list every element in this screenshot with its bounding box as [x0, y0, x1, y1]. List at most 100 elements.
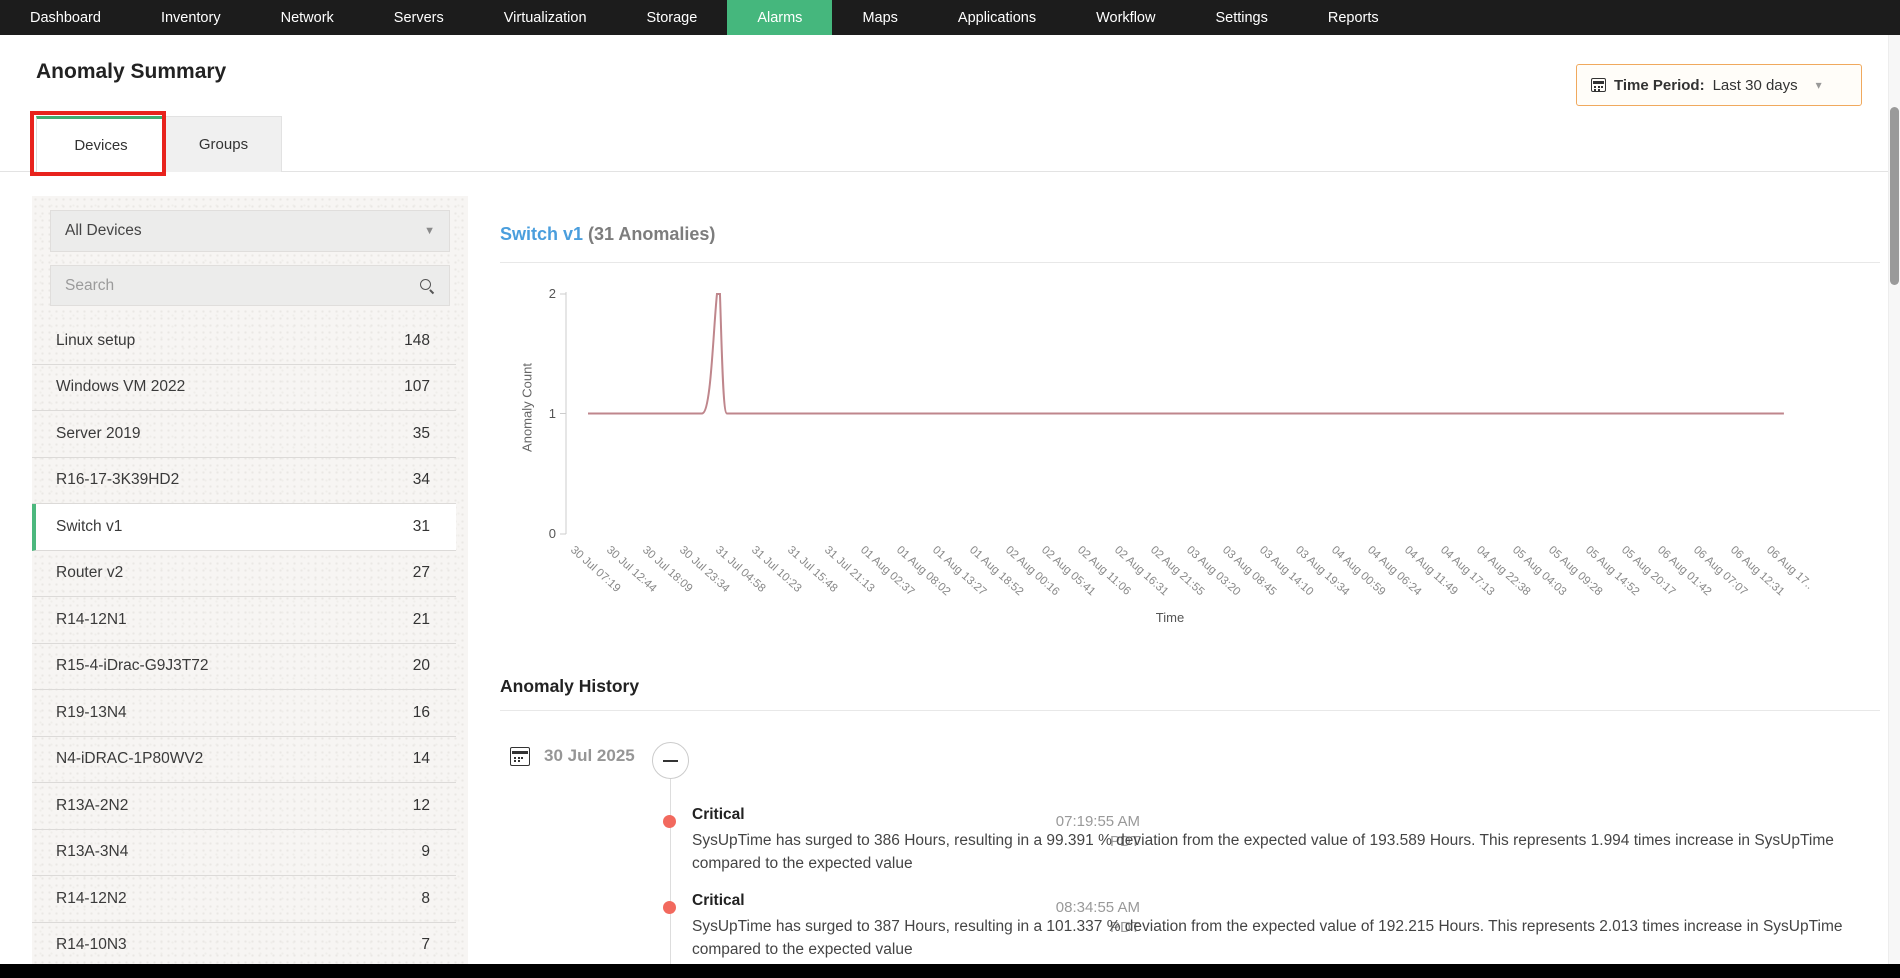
page-title: Anomaly Summary — [36, 60, 227, 83]
device-row[interactable]: R16-17-3K39HD2 34 — [32, 458, 456, 504]
y-tick-label: 1 — [548, 405, 556, 421]
device-name: Router v2 — [56, 564, 124, 582]
device-name: R13A-3N4 — [56, 843, 129, 861]
device-anomaly-count: 35 — [412, 424, 430, 442]
entry-body: Critical SysUpTime has surged to 387 Hour… — [692, 892, 1872, 961]
y-tick-label: 0 — [548, 526, 556, 541]
nav-item-alarms[interactable]: Alarms — [727, 0, 833, 35]
entry-severity: Critical — [692, 806, 745, 823]
device-row[interactable]: N4-iDRAC-1P80WV2 14 — [32, 737, 456, 783]
device-filter-value: All Devices — [65, 222, 142, 239]
device-name: R14-10N3 — [56, 936, 127, 954]
device-row[interactable]: R13A-3N4 9 — [32, 830, 456, 876]
calendar-icon — [1591, 78, 1606, 92]
chart-heading: Switch v1 (31 Anomalies) — [500, 224, 715, 245]
device-name: R14-12N2 — [56, 889, 127, 907]
device-anomaly-count: 12 — [412, 796, 430, 814]
device-name: N4-iDRAC-1P80WV2 — [56, 750, 204, 768]
page-scrollbar-thumb[interactable] — [1890, 107, 1899, 285]
entry-severity: Critical — [692, 892, 745, 909]
entry-time: 07:19:55 AM PDT — [1055, 813, 1140, 850]
device-list: Linux setup 148 Windows VM 2022 107 Server 2… — [32, 318, 456, 964]
tab-groups[interactable]: Groups — [166, 116, 282, 172]
nav-item-storage[interactable]: Storage — [646, 9, 698, 26]
device-row[interactable]: Server 2019 35 — [32, 411, 456, 458]
tab-devices[interactable]: Devices — [36, 116, 166, 172]
anomaly-count-line — [588, 293, 1784, 415]
calendar-icon — [510, 746, 530, 766]
bottom-black-bar — [0, 964, 1900, 978]
timeline-line — [670, 779, 671, 965]
nav-item-inventory[interactable]: Inventory — [160, 9, 221, 26]
device-name: Server 2019 — [56, 424, 141, 442]
device-anomaly-count: 20 — [412, 657, 430, 675]
device-row[interactable]: R15-4-iDrac-G9J3T72 20 — [32, 644, 456, 690]
device-link[interactable]: Switch v1 — [500, 224, 584, 244]
device-name: Switch v1 — [56, 517, 123, 535]
device-row[interactable]: Router v2 27 — [32, 551, 456, 597]
device-anomaly-count: 8 — [421, 889, 430, 907]
collapse-day-button[interactable] — [652, 742, 689, 779]
nav-item-dashboard[interactable]: Dashboard — [30, 9, 101, 26]
device-name: R16-17-3K39HD2 — [56, 471, 180, 489]
device-anomaly-count: 107 — [404, 378, 430, 396]
entry-body: Critical SysUpTime has surged to 386 Hour… — [692, 806, 1872, 875]
entry-message: SysUpTime has surged to 386 Hours, resul… — [692, 832, 1834, 872]
chevron-down-icon: ▼ — [424, 225, 435, 237]
time-period-label: Time Period: — [1614, 76, 1705, 94]
heading-divider — [500, 262, 1880, 263]
device-name: Linux setup — [56, 331, 136, 349]
page-scrollbar[interactable] — [1888, 35, 1900, 964]
device-row[interactable]: Windows VM 2022 107 — [32, 365, 456, 411]
device-anomaly-count: 148 — [404, 331, 430, 349]
device-name: R15-4-iDrac-G9J3T72 — [56, 657, 209, 675]
device-anomaly-count: 34 — [412, 471, 430, 489]
device-name: R19-13N4 — [56, 703, 127, 721]
device-anomaly-count: 14 — [412, 750, 430, 768]
top-nav-items: Dashboard Inventory Network Servers Virtuali… — [0, 0, 1409, 35]
device-name: R14-12N1 — [56, 610, 127, 628]
search-input[interactable] — [51, 276, 419, 295]
history-divider — [500, 710, 1880, 711]
nav-item-reports[interactable]: Reports — [1327, 9, 1379, 26]
minus-icon — [663, 759, 678, 762]
severity-dot-icon — [663, 901, 676, 914]
nav-item-maps[interactable]: Maps — [862, 9, 898, 26]
time-period-value: Last 30 days — [1712, 76, 1798, 94]
tabs-divider — [0, 171, 1888, 172]
device-filter-select[interactable]: All Devices ▼ — [50, 210, 450, 252]
nav-item-virtualization[interactable]: Virtualization — [503, 9, 587, 26]
device-row[interactable]: R19-13N4 16 — [32, 690, 456, 737]
device-anomaly-count: 31 — [412, 517, 430, 535]
top-nav: Dashboard Inventory Network Servers Virtuali… — [0, 0, 1900, 35]
device-anomaly-count: 9 — [421, 843, 430, 861]
nav-item-settings[interactable]: Settings — [1215, 9, 1268, 26]
severity-dot-icon — [663, 815, 676, 828]
search-box — [50, 265, 450, 306]
history-date-row: 30 Jul 2025 — [510, 746, 635, 766]
y-tick-label: 2 — [548, 286, 556, 301]
nav-item-network[interactable]: Network — [280, 9, 334, 26]
device-row[interactable]: R13A-2N2 12 — [32, 783, 456, 830]
nav-item-applications[interactable]: Applications — [957, 9, 1037, 26]
device-row[interactable]: R14-10N3 7 — [32, 923, 456, 965]
entry-time: 08:34:55 AM PDT — [1055, 899, 1140, 936]
history-date: 30 Jul 2025 — [544, 746, 635, 765]
nav-item-servers[interactable]: Servers — [393, 9, 444, 26]
time-period-dropdown[interactable]: Time Period: Last 30 days ▾ — [1576, 64, 1862, 106]
anomaly-count-text: (31 Anomalies) — [588, 224, 716, 244]
tab-bar: Devices Groups — [36, 116, 282, 172]
entry-message: SysUpTime has surged to 387 Hours, resul… — [692, 918, 1843, 958]
x-axis-label: Time — [1155, 610, 1185, 625]
nav-item-workflow[interactable]: Workflow — [1096, 9, 1156, 26]
device-row[interactable]: R14-12N1 21 — [32, 597, 456, 644]
device-name: R13A-2N2 — [56, 796, 129, 814]
device-anomaly-count: 21 — [412, 610, 430, 628]
device-row[interactable]: Switch v1 31 — [32, 504, 456, 551]
history-title: Anomaly History — [500, 676, 640, 696]
chevron-down-icon: ▾ — [1815, 78, 1822, 92]
device-row[interactable]: Linux setup 148 — [32, 318, 456, 365]
device-row[interactable]: R14-12N2 8 — [32, 876, 456, 923]
search-icon[interactable] — [419, 278, 435, 294]
